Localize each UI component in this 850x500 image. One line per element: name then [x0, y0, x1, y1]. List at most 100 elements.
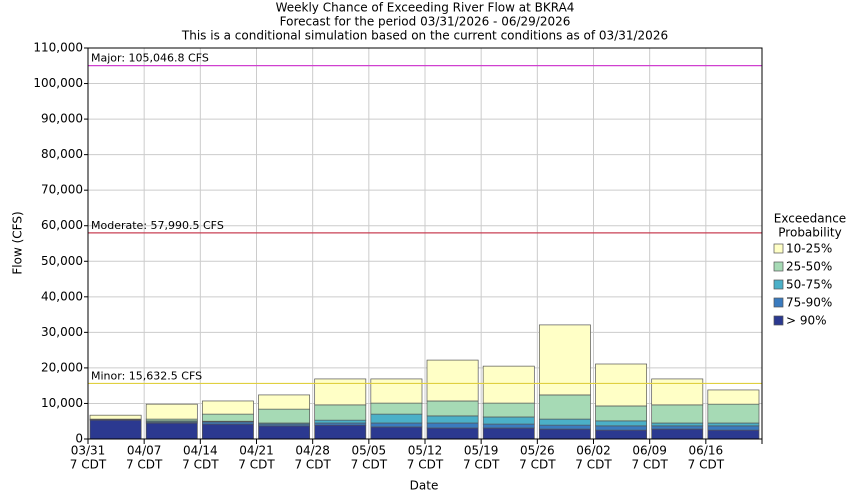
- x-tick-sublabel: 7 CDT: [294, 458, 331, 472]
- bar-segment: [314, 424, 367, 440]
- bar-segment: [426, 359, 479, 402]
- bar-segment: [538, 418, 591, 426]
- x-tick-sublabel: 7 CDT: [238, 458, 275, 472]
- bar-segment: [314, 378, 367, 406]
- bar-segment: [538, 324, 591, 396]
- bar-segment: [595, 425, 648, 431]
- y-tick-label: 60,000: [41, 218, 83, 232]
- bar-segment: [258, 394, 311, 410]
- x-tick-sublabel: 7 CDT: [463, 458, 500, 472]
- legend-swatch: [773, 315, 784, 326]
- y-tick-label: 110,000: [33, 41, 83, 55]
- x-tick-sublabel: 7 CDT: [631, 458, 668, 472]
- legend-swatch: [773, 297, 784, 308]
- y-tick-label: 30,000: [41, 325, 83, 339]
- chart-subtitle: Forecast for the period 03/31/2026 - 06/…: [280, 15, 571, 29]
- bar-segment: [314, 419, 367, 424]
- y-axis-label: Flow (CFS): [11, 211, 25, 274]
- x-tick-sublabel: 7 CDT: [575, 458, 612, 472]
- bar-segment: [89, 419, 142, 440]
- x-tick-label: 04/21: [239, 444, 274, 458]
- x-tick-label: 04/14: [183, 444, 218, 458]
- bar-segment: [145, 403, 198, 420]
- bar-segment: [651, 428, 704, 440]
- legend-title: Exceedance: [774, 212, 846, 226]
- legend-label: 10-25%: [786, 242, 832, 256]
- bar-segment: [651, 404, 704, 424]
- bar-segment: [370, 402, 423, 415]
- threshold-label: Moderate: 57,990.5 CFS: [91, 219, 224, 232]
- bar-segment: [89, 414, 142, 420]
- y-tick-label: 20,000: [41, 360, 83, 374]
- bar-segment: [707, 389, 760, 405]
- bar-segment: [258, 408, 311, 424]
- bar-segment: [595, 420, 648, 427]
- y-tick-label: 80,000: [41, 147, 83, 161]
- bar-segment: [370, 426, 423, 440]
- x-tick-label: 06/02: [576, 444, 611, 458]
- x-tick-label: 05/19: [464, 444, 499, 458]
- bar-segment: [482, 365, 535, 404]
- threshold-label: Major: 105,046.8 CFS: [91, 52, 209, 65]
- bar-segment: [426, 415, 479, 424]
- bar-segment: [538, 394, 591, 420]
- y-tick-label: 0: [75, 432, 83, 446]
- x-tick-label: 05/12: [408, 444, 443, 458]
- y-tick-label: 10,000: [41, 396, 83, 410]
- x-tick-sublabel: 7 CDT: [70, 458, 107, 472]
- legend-label: > 90%: [786, 314, 827, 328]
- bar-segment: [595, 363, 648, 407]
- x-tick-label: 05/05: [352, 444, 387, 458]
- y-tick-label: 50,000: [41, 254, 83, 268]
- x-tick-label: 03/31: [71, 444, 106, 458]
- x-tick-sublabel: 7 CDT: [351, 458, 388, 472]
- bar-segment: [201, 400, 254, 415]
- threshold-label: Minor: 15,632.5 CFS: [91, 369, 202, 382]
- x-tick-label: 04/07: [127, 444, 162, 458]
- x-tick-label: 05/26: [520, 444, 555, 458]
- bar-segment: [314, 404, 367, 421]
- bar-segment: [370, 378, 423, 404]
- bar-segment: [145, 422, 198, 440]
- bar-segment: [426, 422, 479, 429]
- bar-segment: [707, 422, 760, 427]
- bar-segment: [538, 424, 591, 430]
- bar-segment: [595, 405, 648, 422]
- bar-segment: [707, 425, 760, 431]
- x-tick-sublabel: 7 CDT: [182, 458, 219, 472]
- bar-segment: [426, 400, 479, 417]
- bar-segment: [707, 429, 760, 440]
- x-tick-label: 06/09: [632, 444, 667, 458]
- bar-segment: [707, 403, 760, 424]
- bar-segment: [651, 425, 704, 430]
- bar-segment: [258, 425, 311, 440]
- y-tick-label: 70,000: [41, 183, 83, 197]
- legend-swatch: [773, 261, 784, 272]
- bar-segment: [482, 402, 535, 418]
- x-tick-label: 06/16: [689, 444, 724, 458]
- bar-segment: [482, 416, 535, 425]
- legend-label: 75-90%: [786, 296, 832, 310]
- x-tick-sublabel: 7 CDT: [126, 458, 163, 472]
- chart-subtitle: This is a conditional simulation based o…: [181, 29, 668, 43]
- x-tick-sublabel: 7 CDT: [688, 458, 725, 472]
- plot-border: [87, 47, 763, 440]
- bar-segment: [370, 413, 423, 424]
- bar-segment: [201, 413, 254, 422]
- bar-segment: [482, 423, 535, 429]
- x-tick-label: 04/28: [295, 444, 330, 458]
- y-tick-label: 90,000: [41, 112, 83, 126]
- bar-segment: [201, 423, 254, 440]
- legend-title: Probability: [778, 226, 841, 240]
- chart-title: Weekly Chance of Exceeding River Flow at…: [276, 1, 575, 15]
- bar-segment: [426, 427, 479, 440]
- legend-label: 50-75%: [786, 278, 832, 292]
- bar-segment: [538, 428, 591, 440]
- legend-label: 25-50%: [786, 260, 832, 274]
- bar-segment: [370, 422, 423, 428]
- x-tick-sublabel: 7 CDT: [407, 458, 444, 472]
- bar-segment: [595, 429, 648, 440]
- y-tick-label: 40,000: [41, 289, 83, 303]
- bar-segment: [651, 378, 704, 406]
